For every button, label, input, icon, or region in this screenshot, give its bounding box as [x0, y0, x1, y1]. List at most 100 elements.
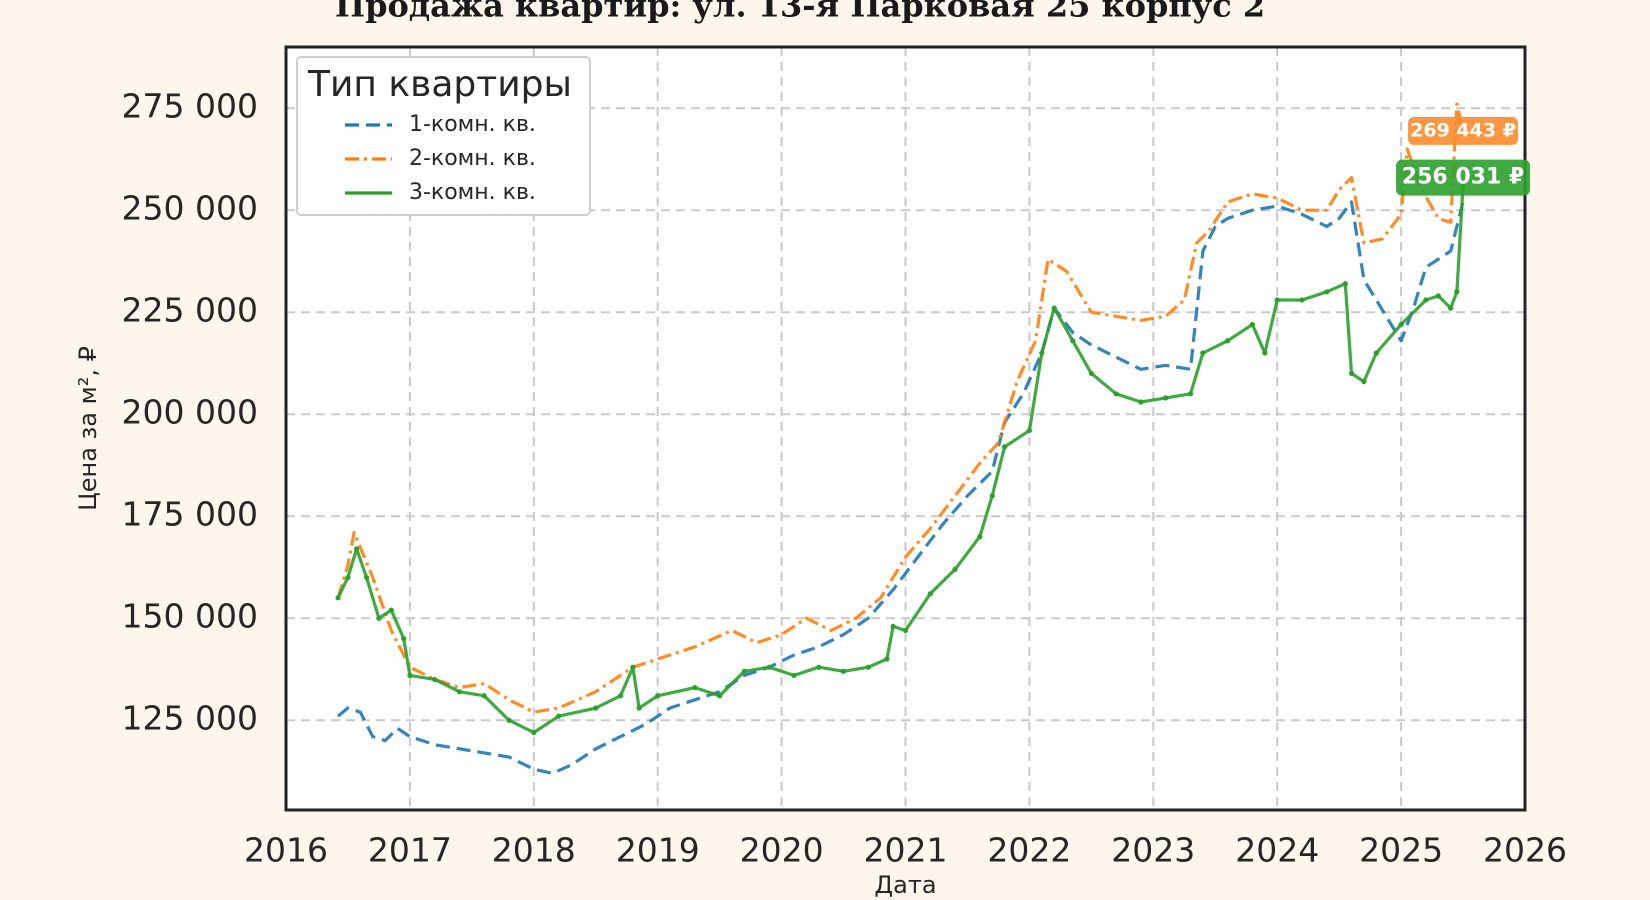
series-3-point — [791, 672, 797, 678]
legend-box — [296, 56, 591, 216]
legend-label-3: 3-комн. кв. — [409, 180, 536, 205]
series-3-point — [1373, 350, 1379, 356]
series-3-point — [506, 717, 512, 723]
series-1-line — [336, 200, 1465, 775]
grid — [285, 47, 1526, 810]
series-3-point — [989, 493, 995, 499]
annotation-label: 256 031 ₽ — [1402, 165, 1524, 190]
x-tick-label: 2018 — [492, 831, 576, 870]
series-3-point — [354, 546, 360, 552]
series-3-point — [456, 689, 463, 695]
series-3-point — [1200, 350, 1206, 356]
series-3-point — [1163, 395, 1169, 401]
series-3-point — [388, 607, 394, 613]
y-tick-label: 175 000 — [122, 495, 258, 534]
series-3-point — [1138, 399, 1144, 405]
x-tick-label: 2019 — [616, 831, 700, 870]
x-tick-label: 2017 — [368, 831, 452, 870]
x-axis-ticks: 2016 2017 2018 2019 2020 2021 2022 2023 2024 2025… — [244, 831, 1567, 870]
series-3-point — [531, 729, 537, 736]
series-3-point — [902, 627, 909, 634]
series-3-point — [1299, 297, 1305, 303]
x-tick-label: 2025 — [1359, 831, 1443, 870]
legend: Тип квартиры 1-комн. кв. 2-комн. кв. 3-ком… — [296, 56, 591, 216]
y-tick-label: 200 000 — [122, 393, 258, 432]
y-tick-label: 150 000 — [122, 597, 258, 636]
series-3-point — [1039, 350, 1045, 356]
series-3-point — [816, 664, 822, 670]
series-3-point — [376, 615, 382, 621]
annotation-1: 269 443 ₽ — [1408, 116, 1519, 145]
series-3-point — [1002, 444, 1008, 450]
series-2 — [336, 102, 1465, 714]
series-3-point — [1423, 297, 1429, 303]
series-3-point — [1187, 391, 1194, 397]
series-3-point — [1225, 338, 1231, 344]
x-tick-label: 2022 — [987, 831, 1071, 870]
series-3-point — [1262, 350, 1268, 356]
series-3-point — [1324, 289, 1330, 295]
series-3-point — [363, 574, 370, 581]
series-3-point — [1051, 305, 1057, 311]
series-3-point — [1274, 297, 1280, 303]
series-3-point — [890, 623, 896, 629]
y-tick-label: 125 000 — [122, 699, 258, 738]
series-3-point — [1448, 305, 1454, 311]
series-3-point — [1088, 370, 1094, 377]
x-tick-label: 2016 — [244, 831, 328, 870]
series-3-point — [1342, 281, 1348, 287]
series-2-line — [336, 102, 1465, 714]
x-tick-label: 2020 — [740, 831, 824, 870]
y-tick-label: 225 000 — [122, 291, 258, 330]
legend-label-1: 1-комн. кв. — [409, 112, 536, 137]
series-3-point — [1454, 289, 1460, 295]
x-tick-label: 2026 — [1483, 831, 1567, 870]
series-3-point — [593, 705, 599, 711]
legend-title: Тип квартиры — [307, 64, 572, 105]
x-tick-label: 2021 — [864, 831, 948, 870]
series-3-point — [927, 591, 933, 597]
series-3-point — [407, 672, 413, 678]
series-3-point — [630, 664, 636, 670]
annotation-badge — [1408, 116, 1519, 145]
series-3-point — [655, 693, 661, 699]
legend-items: 1-комн. кв. 2-комн. кв. 3-комн. кв. — [345, 112, 536, 205]
annotation-2: 256 031 ₽ — [1396, 159, 1531, 196]
series-1 — [336, 200, 1465, 775]
y-tick-label: 250 000 — [122, 189, 258, 228]
series-3-point — [636, 705, 642, 711]
series-3-point — [884, 656, 890, 662]
series-3-point — [1113, 391, 1119, 397]
series-3-point — [481, 693, 487, 699]
series-3-point — [952, 566, 958, 572]
y-axis-ticks: 125 000 150 000 175 000 200 000 225 000 250 0… — [122, 87, 258, 738]
annotation-label: 269 443 ₽ — [1410, 119, 1516, 141]
series-3-point — [1026, 427, 1032, 434]
annotation-badge — [1396, 159, 1531, 196]
series-3-point — [840, 668, 847, 674]
series-3-point — [1070, 338, 1076, 344]
series-3-point — [766, 664, 772, 670]
chart-title: Продажа квартир: ул. 13-я Парковая 25 ко… — [335, 0, 1265, 25]
series-3-point — [617, 693, 624, 699]
series-3-point — [555, 713, 562, 719]
series-3-point — [1361, 378, 1367, 385]
series-3-point — [865, 664, 871, 670]
x-tick-label: 2023 — [1111, 831, 1195, 870]
series-3-point — [1435, 293, 1441, 299]
series-3-point — [1249, 321, 1256, 328]
legend-label-2: 2-комн. кв. — [409, 146, 536, 171]
series-3-point — [717, 693, 723, 699]
annotations: 269 443 ₽ 256 031 ₽ — [1396, 116, 1531, 196]
series-3-point — [401, 636, 407, 642]
x-axis-label: Дата — [874, 871, 936, 899]
series-3-point — [1348, 370, 1355, 377]
series-3-point — [432, 676, 438, 683]
plot-frame — [284, 45, 1527, 812]
series-3-point — [977, 534, 983, 540]
series-3-point — [1398, 321, 1404, 328]
series-3-point — [692, 684, 698, 691]
series-3-point — [345, 574, 351, 581]
series-3-point — [335, 595, 341, 601]
